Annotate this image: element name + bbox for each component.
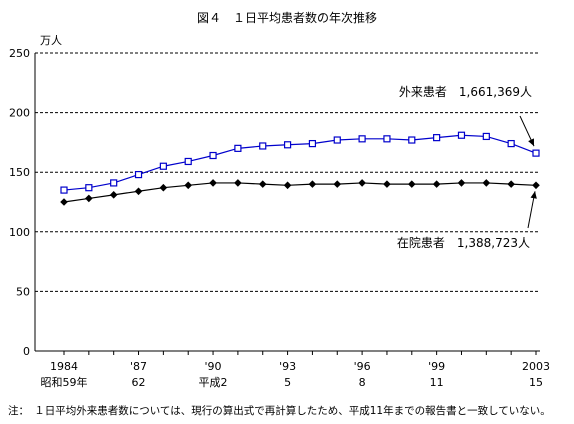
x-tick-label-1993: '93 — [279, 360, 296, 373]
data-point-s2-1997 — [383, 180, 391, 188]
data-point-s2-1990 — [209, 179, 217, 187]
data-point-s1-2002 — [507, 139, 515, 148]
axes — [34, 53, 540, 355]
data-point-s2-1988 — [159, 183, 168, 192]
data-point-s1-1985 — [85, 184, 93, 192]
data-point-s1-2001 — [482, 132, 490, 141]
data-point-s2-1984 — [60, 198, 68, 206]
x-tick-label-1999: '99 — [428, 360, 445, 373]
x-tick-sublabel-1987: 62 — [132, 376, 146, 389]
y-tick-150: 150 — [9, 166, 30, 179]
x-tick-sublabel-1990: 平成2 — [199, 376, 228, 389]
data-point-s1-2003 — [532, 149, 540, 157]
x-tick-sublabel-1996: 8 — [359, 376, 366, 389]
data-point-s2-2002 — [507, 180, 515, 188]
data-point-s2-1993 — [283, 181, 292, 190]
data-point-s2-1986 — [109, 191, 118, 199]
x-tick-sublabel-1999: 11 — [430, 376, 444, 389]
x-tick-labels: 1984 昭和59年 '87 62 '90 平成2 '93 5 '96 8 '99 11 2003 15 — [41, 360, 551, 389]
data-point-s1-1996 — [358, 135, 366, 143]
data-point-s2-1998 — [407, 180, 416, 188]
data-point-s1-1984 — [60, 186, 68, 194]
x-tick-sublabel-2003: 15 — [529, 376, 543, 389]
data-point-s2-1995 — [333, 180, 342, 188]
footnote: 注： １日平均外来患者数については、現行の算出式で再計算したため、平成11年まで… — [8, 405, 551, 417]
data-point-s1-1999 — [433, 134, 441, 142]
data-point-s2-2001 — [482, 179, 491, 187]
data-point-s1-1992 — [259, 142, 267, 150]
y-tick-0: 0 — [23, 345, 30, 358]
data-point-s1-1995 — [333, 136, 341, 144]
annotation-inpatient: 在院患者 1,388,723人 — [397, 236, 530, 250]
x-tick-label-1984: 1984 — [50, 360, 78, 373]
data-point-s2-1999 — [432, 180, 441, 188]
data-point-s2-1989 — [184, 181, 193, 190]
y-tick-200: 200 — [9, 107, 30, 120]
series-group — [60, 131, 540, 206]
x-tick-label-1996: '96 — [354, 360, 371, 373]
data-point-s1-1994 — [308, 139, 317, 148]
data-point-s2-1994 — [308, 180, 317, 188]
x-tick-label-2003: 2003 — [522, 360, 550, 373]
x-tick-sublabel-1984: 昭和59年 — [41, 375, 88, 389]
x-tick-label-1987: '87 — [130, 360, 147, 373]
data-point-s1-1988 — [159, 162, 167, 170]
arrow-outpatient-head — [528, 138, 534, 147]
series-line-2 — [63, 182, 537, 203]
series-line-1 — [63, 134, 537, 191]
data-point-s1-1997 — [383, 135, 391, 143]
data-point-s2-1985 — [85, 194, 93, 203]
data-point-s2-2003 — [532, 181, 540, 190]
data-point-s2-2000 — [457, 179, 466, 187]
arrow-inpatient-head — [530, 191, 537, 199]
data-point-s2-1992 — [258, 180, 267, 188]
data-point-s1-1991 — [234, 144, 242, 152]
x-tick-label-1990: '90 — [205, 360, 222, 373]
x-tick-sublabel-1993: 5 — [284, 376, 291, 389]
data-point-s2-1991 — [234, 179, 242, 187]
grid-lines — [35, 52, 540, 292]
chart-title: 図４ １日平均患者数の年次推移 — [196, 11, 377, 25]
y-tick-100: 100 — [9, 226, 30, 239]
y-tick-labels: 0 50 100 150 200 250 — [9, 47, 30, 358]
data-point-s1-1993 — [283, 141, 292, 149]
y-tick-50: 50 — [16, 285, 30, 298]
annotation-outpatient: 外来患者 1,661,369人 — [399, 85, 532, 99]
data-point-s1-1986 — [110, 179, 118, 187]
data-point-s1-1998 — [408, 136, 416, 144]
data-point-s1-1990 — [209, 151, 217, 160]
data-point-s1-1989 — [184, 157, 192, 166]
y-axis-unit-label: 万人 — [40, 34, 62, 47]
data-point-s2-1996 — [358, 179, 366, 187]
data-point-s1-2000 — [457, 131, 466, 139]
data-point-s1-1987 — [134, 170, 143, 179]
data-point-s2-1987 — [134, 187, 143, 196]
y-tick-250: 250 — [9, 47, 30, 60]
